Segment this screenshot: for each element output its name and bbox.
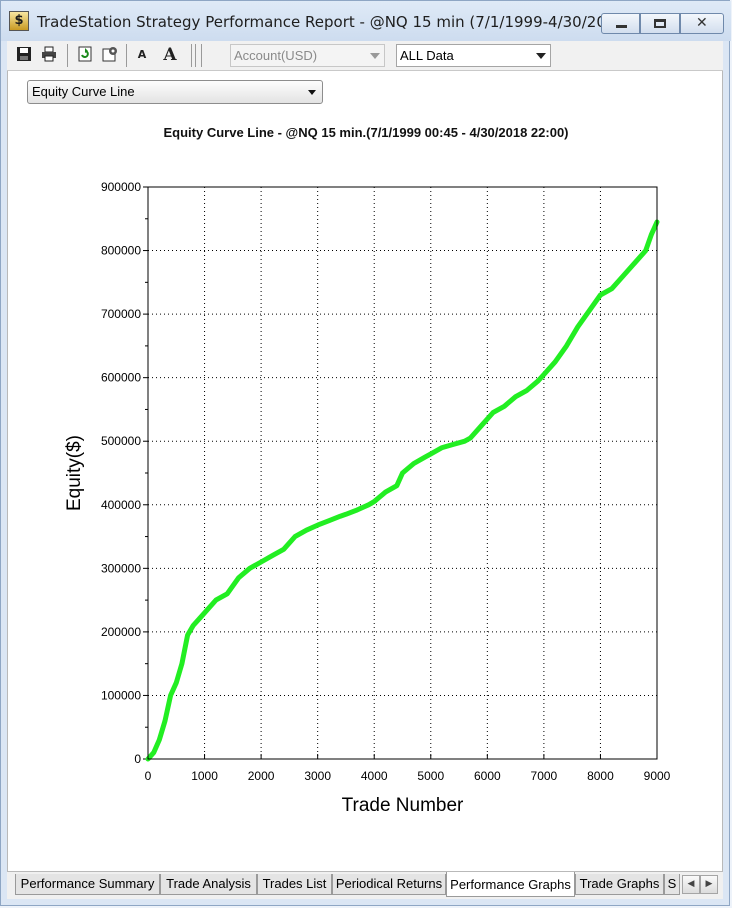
- x-tick-label: 7000: [531, 769, 558, 783]
- title-bar[interactable]: $ TradeStation Strategy Performance Repo…: [1, 1, 731, 41]
- print-icon[interactable]: [40, 46, 58, 64]
- data-range-combo-value: ALL Data: [400, 48, 454, 63]
- y-tick-label: 900000: [101, 180, 141, 194]
- x-tick-label: 6000: [474, 769, 501, 783]
- y-tick-label: 300000: [101, 561, 141, 575]
- account-combo[interactable]: Account(USD): [230, 44, 385, 67]
- x-tick-label: 8000: [587, 769, 614, 783]
- x-tick-label: 1000: [191, 769, 218, 783]
- y-tick-label: 800000: [101, 244, 141, 258]
- increase-font-icon[interactable]: A: [163, 45, 177, 65]
- x-tick-label: 5000: [417, 769, 444, 783]
- minimize-icon[interactable]: [601, 13, 640, 34]
- graph-type-value: Equity Curve Line: [32, 84, 135, 99]
- maximize-icon[interactable]: [640, 13, 680, 34]
- chevron-down-icon: [370, 53, 380, 59]
- decrease-font-icon[interactable]: A: [137, 48, 147, 61]
- x-axis-label: Trade Number: [342, 795, 464, 816]
- close-icon[interactable]: [680, 13, 724, 34]
- settings-icon[interactable]: [101, 46, 119, 64]
- report-tabs: Performance Summary Trade Analysis Trade…: [7, 871, 723, 899]
- refresh-icon[interactable]: [76, 46, 94, 64]
- y-tick-label: 0: [134, 752, 141, 766]
- toolbar: A A Account(USD) ALL Data: [7, 41, 723, 71]
- y-tick-label: 400000: [101, 498, 141, 512]
- y-tick-label: 500000: [101, 434, 141, 448]
- tab-performance-summary[interactable]: Performance Summary: [15, 874, 160, 895]
- x-tick-label: 0: [145, 769, 152, 783]
- tab-truncated[interactable]: S: [664, 874, 680, 895]
- plot-area-frame: [147, 186, 658, 760]
- x-tick-label: 4000: [361, 769, 388, 783]
- y-tick-label: 200000: [101, 625, 141, 639]
- chevron-down-icon: [536, 53, 546, 59]
- graph-type-select[interactable]: Equity Curve Line: [27, 80, 323, 104]
- window-title: TradeStation Strategy Performance Report…: [37, 13, 631, 31]
- graph-panel: Equity Curve Line Equity Curve Line - @N…: [7, 71, 723, 871]
- tab-periodical-returns[interactable]: Periodical Returns: [332, 874, 446, 895]
- tab-scroll-left-icon[interactable]: ◀: [682, 875, 700, 894]
- report-app-icon[interactable]: $: [9, 11, 29, 31]
- tab-trade-analysis[interactable]: Trade Analysis: [160, 874, 257, 895]
- data-range-combo[interactable]: ALL Data: [396, 44, 551, 67]
- tab-trade-graphs[interactable]: Trade Graphs: [575, 874, 664, 895]
- chart-tick-labels: 0 1000 2000 3000 4000 5000 6000 7000 8000 9000 0 10…: [101, 180, 671, 783]
- x-tick-label: 2000: [248, 769, 275, 783]
- tab-scroll-right-icon[interactable]: ▶: [700, 875, 718, 894]
- save-icon[interactable]: [15, 46, 33, 64]
- y-axis-label: Equity($): [64, 435, 85, 511]
- equity-curve-chart: 0 1000 2000 3000 4000 5000 6000 7000 8000 9000 0 10…: [64, 180, 671, 816]
- equity-curve-line: [145, 219, 660, 762]
- chart-grid: [148, 187, 657, 759]
- tab-performance-graphs[interactable]: Performance Graphs: [446, 872, 575, 897]
- chart-title: Equity Curve Line - @NQ 15 min.(7/1/1999…: [163, 125, 569, 140]
- y-tick-label: 700000: [101, 307, 141, 321]
- account-combo-value: Account(USD): [234, 48, 318, 63]
- y-tick-label: 600000: [101, 371, 141, 385]
- y-tick-label: 100000: [101, 688, 141, 702]
- chevron-down-icon: [308, 90, 316, 95]
- x-tick-label: 9000: [644, 769, 671, 783]
- x-tick-label: 3000: [304, 769, 331, 783]
- tab-trades-list[interactable]: Trades List: [257, 874, 332, 895]
